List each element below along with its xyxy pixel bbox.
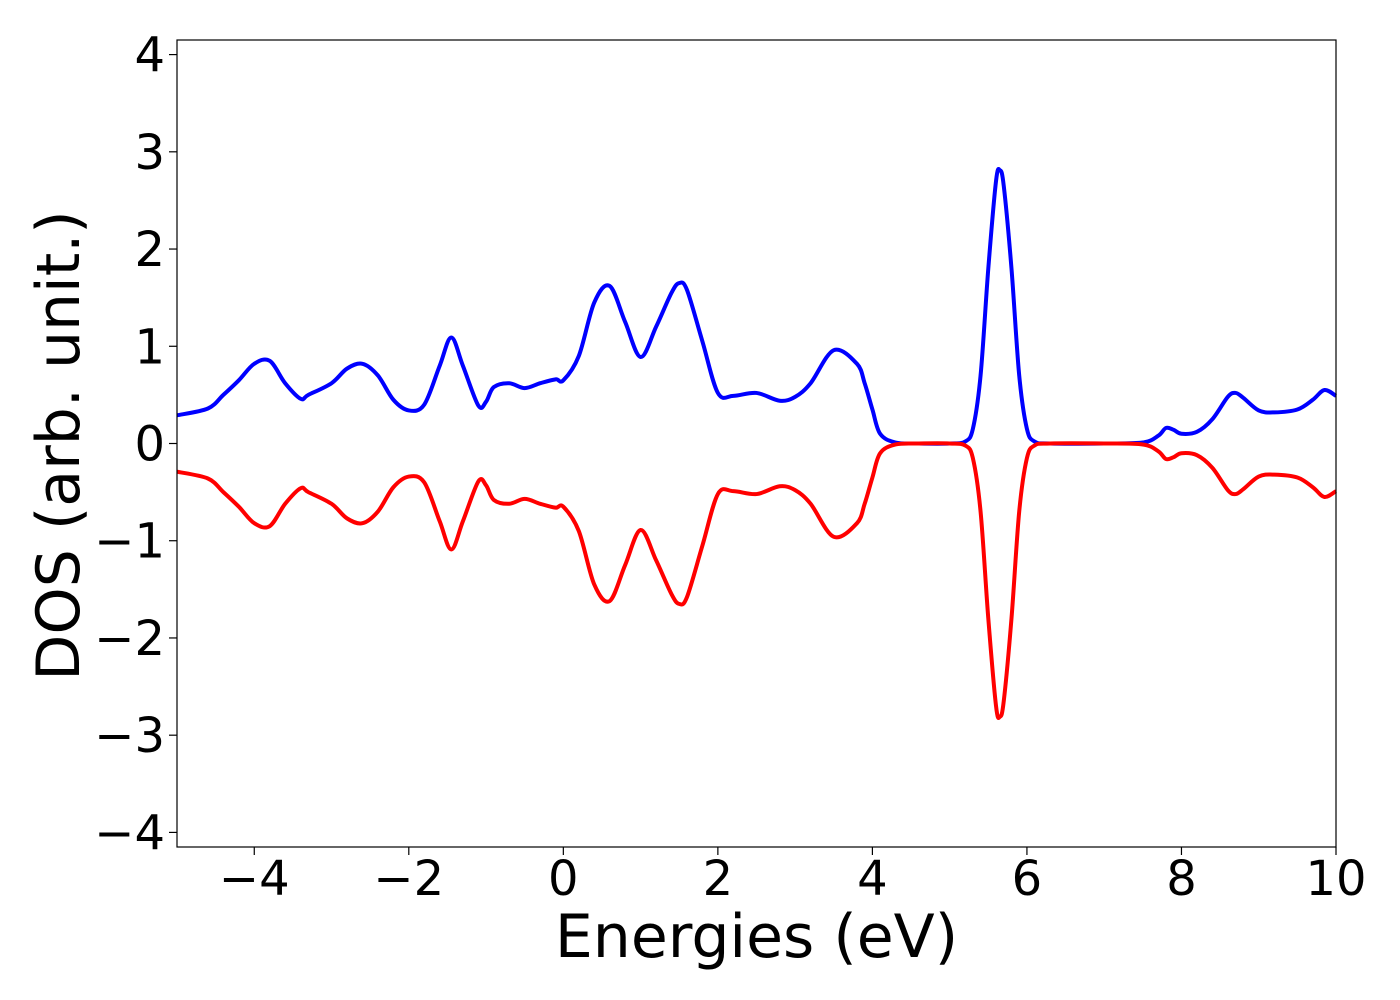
plot-frame bbox=[176, 39, 1337, 848]
x-tick-label: 2 bbox=[703, 851, 734, 907]
y-tick-label: 1 bbox=[134, 319, 165, 375]
y-axis-title: DOS (arb. unit.) bbox=[24, 210, 94, 680]
series-line-blue bbox=[176, 167, 1338, 446]
y-tick-label: −3 bbox=[94, 708, 165, 764]
y-tick-label: 3 bbox=[134, 125, 165, 181]
x-axis-ticks: −4 −2 0 2 4 6 8 10 bbox=[219, 847, 1367, 907]
y-tick-label: 4 bbox=[134, 28, 165, 84]
x-tick-label: −4 bbox=[219, 851, 290, 907]
x-tick-label: −2 bbox=[373, 851, 444, 907]
y-tick-label: −4 bbox=[94, 805, 165, 861]
y-axis-ticks: 4 3 2 1 0 −1 −2 −3 −4 bbox=[94, 28, 177, 861]
x-tick-label: 10 bbox=[1305, 851, 1366, 907]
x-tick-label: 8 bbox=[1166, 851, 1197, 907]
y-tick-label: 2 bbox=[134, 222, 165, 278]
x-tick-label: 6 bbox=[1012, 851, 1043, 907]
series-line-red bbox=[176, 441, 1338, 720]
series-layer bbox=[176, 167, 1338, 720]
x-tick-label: 0 bbox=[548, 851, 579, 907]
y-tick-label: −2 bbox=[94, 611, 165, 667]
x-axis-title: Energies (eV) bbox=[555, 902, 958, 972]
y-tick-label: 0 bbox=[134, 417, 165, 473]
y-tick-label: −1 bbox=[94, 514, 165, 570]
x-tick-label: 4 bbox=[857, 851, 888, 907]
